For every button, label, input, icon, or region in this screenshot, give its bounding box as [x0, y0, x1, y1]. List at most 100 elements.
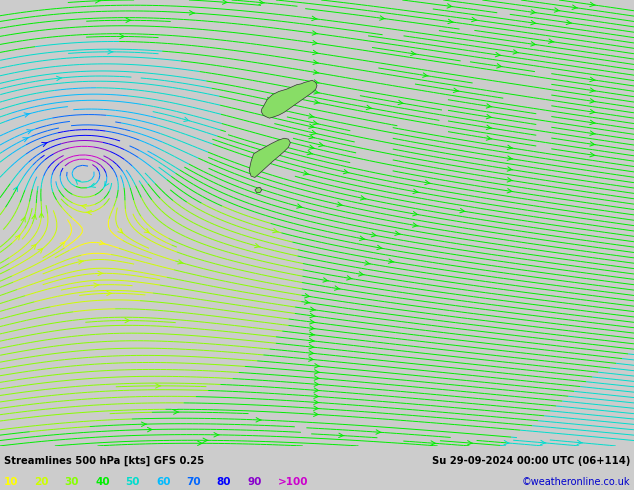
FancyArrowPatch shape [313, 50, 318, 55]
FancyArrowPatch shape [89, 183, 96, 187]
Polygon shape [249, 138, 290, 177]
FancyArrowPatch shape [99, 241, 105, 245]
FancyArrowPatch shape [309, 124, 314, 128]
FancyArrowPatch shape [313, 80, 319, 84]
FancyArrowPatch shape [304, 300, 310, 304]
FancyArrowPatch shape [309, 338, 314, 343]
FancyArrowPatch shape [472, 17, 477, 22]
FancyArrowPatch shape [198, 441, 203, 445]
FancyArrowPatch shape [566, 20, 572, 24]
FancyArrowPatch shape [590, 98, 595, 103]
Text: 80: 80 [217, 477, 231, 487]
FancyArrowPatch shape [504, 441, 509, 445]
FancyArrowPatch shape [314, 100, 320, 104]
FancyArrowPatch shape [120, 34, 125, 39]
FancyArrowPatch shape [81, 204, 86, 209]
FancyArrowPatch shape [343, 170, 349, 174]
FancyArrowPatch shape [467, 441, 473, 445]
FancyArrowPatch shape [13, 187, 18, 192]
FancyArrowPatch shape [423, 73, 428, 77]
FancyArrowPatch shape [311, 130, 317, 135]
FancyArrowPatch shape [314, 364, 320, 368]
FancyArrowPatch shape [75, 180, 81, 184]
FancyArrowPatch shape [447, 4, 453, 8]
FancyArrowPatch shape [24, 113, 30, 117]
FancyArrowPatch shape [38, 248, 42, 253]
FancyArrowPatch shape [377, 245, 382, 249]
FancyArrowPatch shape [203, 438, 209, 442]
FancyArrowPatch shape [360, 196, 366, 200]
FancyArrowPatch shape [314, 400, 319, 404]
FancyArrowPatch shape [309, 134, 314, 139]
FancyArrowPatch shape [309, 351, 314, 355]
FancyArrowPatch shape [267, 98, 273, 101]
Polygon shape [255, 187, 262, 193]
FancyArrowPatch shape [590, 120, 595, 124]
FancyArrowPatch shape [184, 117, 190, 122]
FancyArrowPatch shape [411, 51, 416, 55]
FancyArrowPatch shape [531, 21, 536, 25]
FancyArrowPatch shape [256, 417, 261, 422]
FancyArrowPatch shape [540, 441, 546, 445]
FancyArrowPatch shape [398, 100, 404, 105]
FancyArrowPatch shape [313, 41, 318, 45]
FancyArrowPatch shape [309, 344, 314, 349]
FancyArrowPatch shape [460, 208, 465, 213]
FancyArrowPatch shape [380, 16, 385, 20]
FancyArrowPatch shape [323, 278, 328, 282]
FancyArrowPatch shape [60, 242, 65, 246]
Text: Su 29-09-2024 00:00 UTC (06+114): Su 29-09-2024 00:00 UTC (06+114) [432, 456, 630, 466]
FancyArrowPatch shape [39, 213, 44, 218]
FancyArrowPatch shape [307, 150, 313, 155]
FancyArrowPatch shape [376, 430, 382, 434]
Text: 90: 90 [247, 477, 262, 487]
FancyArrowPatch shape [118, 228, 122, 233]
FancyArrowPatch shape [314, 370, 320, 374]
FancyArrowPatch shape [178, 260, 183, 264]
FancyArrowPatch shape [21, 217, 25, 222]
FancyArrowPatch shape [303, 171, 309, 175]
FancyArrowPatch shape [395, 231, 401, 236]
FancyArrowPatch shape [548, 39, 554, 44]
FancyArrowPatch shape [259, 0, 264, 4]
FancyArrowPatch shape [335, 286, 340, 290]
FancyArrowPatch shape [453, 88, 459, 93]
FancyArrowPatch shape [314, 382, 320, 386]
FancyArrowPatch shape [486, 104, 492, 108]
FancyArrowPatch shape [155, 384, 161, 388]
FancyArrowPatch shape [590, 152, 595, 157]
FancyArrowPatch shape [107, 291, 112, 295]
FancyArrowPatch shape [358, 271, 364, 276]
FancyArrowPatch shape [318, 143, 324, 147]
FancyArrowPatch shape [297, 204, 302, 208]
Text: 20: 20 [34, 477, 49, 487]
FancyArrowPatch shape [590, 142, 595, 146]
FancyArrowPatch shape [577, 440, 583, 444]
FancyArrowPatch shape [365, 261, 370, 265]
FancyArrowPatch shape [15, 235, 20, 240]
FancyArrowPatch shape [590, 88, 595, 92]
FancyArrowPatch shape [495, 52, 501, 57]
Text: 70: 70 [186, 477, 201, 487]
Text: 50: 50 [126, 477, 140, 487]
FancyArrowPatch shape [366, 105, 372, 110]
FancyArrowPatch shape [56, 76, 62, 80]
FancyArrowPatch shape [94, 283, 99, 287]
FancyArrowPatch shape [42, 143, 48, 147]
FancyArrowPatch shape [78, 260, 84, 264]
FancyArrowPatch shape [413, 212, 418, 216]
FancyArrowPatch shape [554, 8, 560, 12]
Text: 40: 40 [95, 477, 110, 487]
FancyArrowPatch shape [126, 18, 131, 23]
FancyArrowPatch shape [310, 313, 315, 318]
FancyArrowPatch shape [125, 318, 131, 323]
Text: >100: >100 [278, 477, 308, 487]
FancyArrowPatch shape [359, 236, 365, 241]
FancyArrowPatch shape [174, 410, 179, 415]
Text: Streamlines 500 hPa [kts] GFS 0.25: Streamlines 500 hPa [kts] GFS 0.25 [4, 456, 204, 466]
FancyArrowPatch shape [310, 307, 316, 312]
FancyArrowPatch shape [27, 130, 32, 134]
FancyArrowPatch shape [304, 294, 310, 298]
FancyArrowPatch shape [95, 0, 101, 3]
FancyArrowPatch shape [337, 202, 343, 206]
